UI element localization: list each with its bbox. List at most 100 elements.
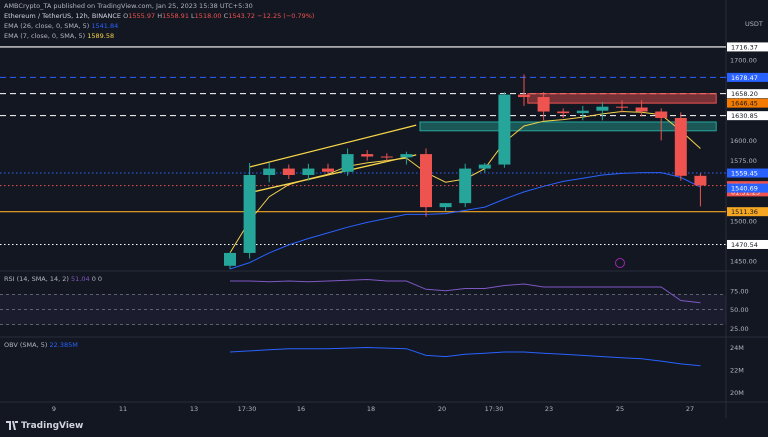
candle-body <box>380 156 393 158</box>
obv-tick-label: 24M <box>730 344 744 352</box>
time-tick-label: 27 <box>686 405 694 413</box>
change-value: −12.25 (−0.79%) <box>257 12 315 20</box>
tradingview-brand[interactable]: TradingView <box>6 421 83 431</box>
tradingview-logo-icon <box>6 421 18 430</box>
published-text: published on TradingView.com, Jan 25, 20… <box>53 2 253 10</box>
ema26-label: EMA (26, close, 0, SMA, 5) <box>4 22 90 30</box>
low-value: 1518.00 <box>194 12 222 20</box>
obv-tick-label: 22M <box>730 367 744 375</box>
price-tick-label: 1600.00 <box>730 137 757 145</box>
price-label-box <box>727 183 768 193</box>
candle-body <box>596 106 609 111</box>
candle-body <box>439 203 452 208</box>
candle-body <box>498 94 511 165</box>
time-tick-label: 17:30 <box>485 405 504 413</box>
channel-line <box>249 154 417 194</box>
candle-body <box>576 110 589 114</box>
zone-demand <box>419 121 717 132</box>
open-value: 1555.97 <box>128 12 156 20</box>
obv-legend[interactable]: OBV (SMA, 5) 22.385M <box>4 341 78 349</box>
obv-value: 22.385M <box>49 341 78 349</box>
candle-body <box>302 168 315 175</box>
time-tick-label: 9 <box>52 405 56 413</box>
candle-body <box>282 168 295 175</box>
price-tick-label: 1700.00 <box>730 57 757 65</box>
candle-body <box>518 94 530 98</box>
candle-body <box>694 175 707 186</box>
price-label-text: 1540.69 <box>731 185 758 193</box>
brand-label: TradingView <box>21 421 84 431</box>
candle-body <box>243 175 256 253</box>
price-label-text: 1630.85 <box>731 112 758 120</box>
candle-body <box>537 97 550 112</box>
rsi-tick-label: 25.00 <box>730 325 749 333</box>
price-label-text: 1678.47 <box>731 74 758 82</box>
candle-body <box>341 154 354 172</box>
time-tick-label: 11 <box>119 405 127 413</box>
price-label-text: 1716.37 <box>731 43 758 51</box>
price-label-box <box>727 207 768 217</box>
candle-body <box>674 117 687 176</box>
time-tick-label: 13 <box>190 405 198 413</box>
time-tick-label: 16 <box>297 405 305 413</box>
ema7-legend[interactable]: EMA (7, close, 0, SMA, 5) 1589.58 <box>4 32 114 40</box>
price-label-text: 1658.20 <box>731 90 758 98</box>
candle-body <box>420 154 432 208</box>
candle-body <box>478 164 491 169</box>
ema26-value: 1541.84 <box>91 22 119 30</box>
candle-body <box>224 252 236 266</box>
candle-body <box>635 107 648 112</box>
close-value: 1543.72 <box>228 12 256 20</box>
price-label-box <box>727 111 768 121</box>
high-value: 1558.91 <box>162 12 189 20</box>
rsi-tick-label: 75.00 <box>730 287 749 295</box>
time-tick-label: 25 <box>616 405 624 413</box>
candle-body <box>361 154 374 157</box>
symbol-line: Ethereum / TetherUS, 12h, BINANCE O1555.… <box>4 12 315 20</box>
price-label-box <box>727 42 768 52</box>
price-label-box <box>727 168 768 178</box>
price-label-text: 1646.45 <box>731 100 758 108</box>
price-tick-label: 1450.00 <box>730 257 757 265</box>
ema26-legend[interactable]: EMA (26, close, 0, SMA, 5) 1541.84 <box>4 22 118 30</box>
candle-body <box>322 168 334 172</box>
rsi-extra: 0 0 <box>91 275 103 283</box>
candle-body <box>616 106 628 108</box>
author-name: AMBCrypto_TA <box>4 2 52 10</box>
price-label-box <box>727 98 768 108</box>
time-tick-label: 20 <box>438 405 446 413</box>
ema7-label: EMA (7, close, 0, SMA, 5) <box>4 32 86 40</box>
obv-line <box>229 346 701 367</box>
obv-tick-label: 20M <box>730 389 744 397</box>
currency-label: USDT <box>745 20 763 28</box>
time-tick-label: 18 <box>367 405 375 413</box>
price-label-box <box>727 89 768 99</box>
channel-line <box>249 124 417 168</box>
rsi-value: 51.04 <box>71 275 90 283</box>
time-tick-label: 17:30 <box>238 405 257 413</box>
rsi-legend[interactable]: RSI (14, SMA, 14, 2) 51.04 0 0 <box>4 275 102 283</box>
candle-body <box>655 111 668 118</box>
price-label-text: 1559.45 <box>731 170 758 178</box>
price-tick-label: 1500.00 <box>730 217 757 225</box>
price-tick-label: 1575.00 <box>730 157 757 165</box>
ema7-value: 1589.58 <box>87 32 115 40</box>
price-label-box <box>727 239 768 249</box>
obv-label: OBV (SMA, 5) <box>4 341 48 349</box>
event-marker-icon <box>615 258 625 268</box>
candle-body <box>459 168 472 204</box>
time-tick-label: 23 <box>545 405 553 413</box>
rsi-tick-label: 50.00 <box>730 306 749 314</box>
rsi-line <box>230 278 701 304</box>
price-label-text: 1511.36 <box>731 208 758 216</box>
price-label-box <box>727 72 768 82</box>
ema26-line <box>229 172 701 270</box>
author-line: AMBCrypto_TA published on TradingView.co… <box>4 2 253 10</box>
candle-body <box>557 111 570 114</box>
candle-body <box>400 154 413 158</box>
symbol-name: Ethereum / TetherUS, 12h, BINANCE <box>4 12 122 20</box>
price-label-text: 1470.54 <box>731 241 758 249</box>
footer-bar <box>0 418 768 437</box>
rsi-label: RSI (14, SMA, 14, 2) <box>4 275 69 283</box>
